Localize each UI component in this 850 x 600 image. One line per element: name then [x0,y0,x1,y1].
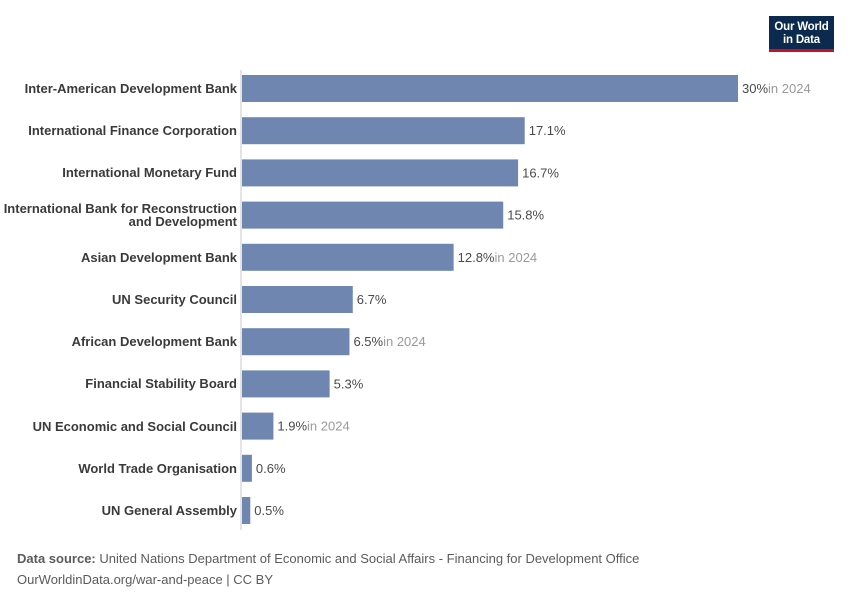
year-note: in 2024 [495,250,538,265]
value-label: 0.6% [256,461,286,476]
credit-link[interactable]: OurWorldinData.org/war-and-peace | CC BY [17,572,274,587]
bar[interactable] [242,454,252,482]
bar[interactable] [242,243,454,271]
footer: Data source: United Nations Department o… [17,548,639,590]
value-label: 17.1% [529,123,566,138]
category-label: Financial Stability Board [85,376,237,392]
category-label: African Development Bank [71,334,237,350]
value-label: 30%in 2024 [742,81,811,96]
category-label: Inter-American Development Bank [24,81,237,96]
category-label: UN Economic and Social Council [32,418,237,434]
owid-logo[interactable]: Our World in Data [769,16,834,52]
category-label: UN Security Council [112,292,237,307]
logo-line-1: Our World [774,21,829,33]
year-note: in 2024 [383,334,426,349]
bar[interactable] [242,286,353,313]
bar-chart: 30%in 2024 17.1% 16.7% 15.8% 12.8%in 2024 6.7… [240,70,811,530]
bar[interactable] [242,328,350,356]
value-label: 1.9%in 2024 [277,419,349,434]
category-label: International Bank for Reconstruction and… [3,201,237,230]
value-label: 5.3% [334,376,364,391]
source-text: United Nations Department of Economic an… [95,551,640,566]
category-label: Asian Development Bank [80,249,237,265]
bar[interactable] [242,117,525,145]
value-label: 16.7% [522,165,559,180]
value-label: 6.7% [357,292,387,307]
value-label: 12.8%in 2024 [458,250,538,265]
bars-group: 30%in 2024 17.1% 16.7% 15.8% 12.8%in 2024 6.7… [242,75,811,524]
bar[interactable] [242,75,738,102]
category-label: World Trade Organisation [78,460,237,476]
bar[interactable] [242,497,251,524]
bar[interactable] [242,201,504,229]
category-label: International Finance Corporation [28,123,237,139]
bar[interactable] [242,159,519,187]
value-label: 15.8% [507,208,544,223]
bar[interactable] [242,370,330,398]
value-label: 6.5%in 2024 [353,334,425,349]
category-label: International Monetary Fund [62,165,237,181]
category-label: UN General Assembly [101,503,237,518]
year-note: in 2024 [768,81,811,96]
value-label: 0.5% [254,503,284,518]
data-source: Data source: United Nations Department o… [17,548,639,569]
bar[interactable] [242,412,274,440]
logo-line-2: in Data [783,34,820,46]
year-note: in 2024 [307,419,350,434]
source-label: Data source: [17,551,96,566]
